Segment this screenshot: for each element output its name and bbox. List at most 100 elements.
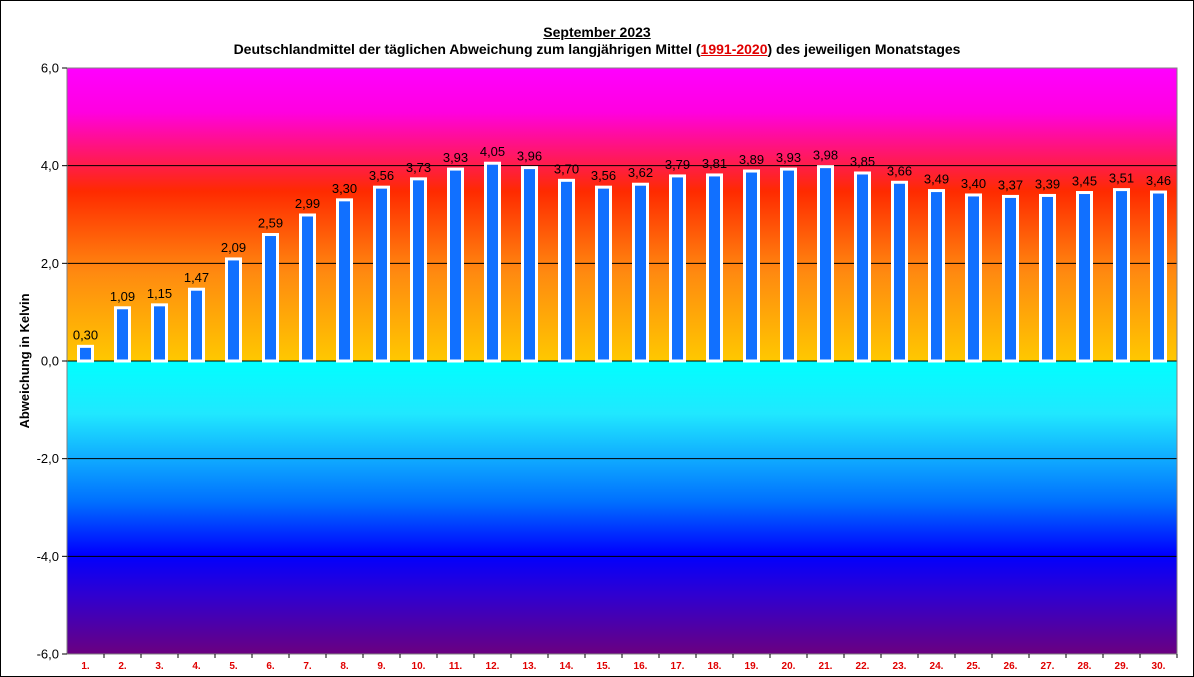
bar	[965, 193, 982, 363]
x-tick-label: 30.	[1152, 661, 1166, 672]
x-tick-label: 25.	[967, 661, 981, 672]
bar	[299, 213, 316, 363]
bar	[854, 171, 871, 363]
x-tick-label: 1.	[81, 661, 90, 672]
bar	[114, 306, 131, 363]
x-tick-label: 20.	[782, 661, 796, 672]
data-label: 0,30	[73, 327, 98, 342]
chart-subtitle: Deutschlandmittel der täglichen Abweichu…	[0, 41, 1194, 58]
data-label: 1,15	[147, 286, 172, 301]
data-label: 1,47	[184, 270, 209, 285]
bar	[1150, 190, 1167, 363]
x-tick-label: 2.	[118, 661, 127, 672]
x-tick-label: 16.	[634, 661, 648, 672]
data-label: 3,51	[1109, 171, 1134, 186]
bar	[225, 257, 242, 363]
x-tick-label: 27.	[1041, 661, 1055, 672]
x-tick-label: 28.	[1078, 661, 1092, 672]
bar	[780, 167, 797, 363]
bar	[410, 177, 427, 363]
chart-title-block: September 2023 Deutschlandmittel der täg…	[0, 24, 1194, 58]
data-label: 3,96	[517, 149, 542, 164]
bar	[1076, 191, 1093, 363]
x-tick-label: 21.	[819, 661, 833, 672]
chart-subtitle-text: Deutschlandmittel der täglichen Abweichu…	[233, 41, 701, 57]
bar	[669, 174, 686, 363]
bar	[1002, 194, 1019, 363]
y-tick-label: -2,0	[37, 451, 59, 466]
y-tick-label: -6,0	[37, 647, 59, 662]
x-tick-label: 14.	[560, 661, 574, 672]
data-label: 3,89	[739, 152, 764, 167]
data-label: 3,49	[924, 172, 949, 187]
y-tick-label: 2,0	[41, 256, 59, 271]
data-label: 3,93	[443, 150, 468, 165]
x-tick-label: 6.	[266, 661, 275, 672]
x-tick-label: 7.	[303, 661, 312, 672]
x-tick-label: 9.	[377, 661, 386, 672]
data-label: 2,99	[295, 196, 320, 211]
data-label: 3,98	[813, 148, 838, 163]
x-tick-label: 11.	[449, 661, 463, 672]
data-label: 3,37	[998, 177, 1023, 192]
bar	[151, 303, 168, 363]
value-labels: 0,30 1,09 1,15 1,47 2,09 2,59 2,99 3,30 3,56 3,73…	[73, 144, 1171, 342]
data-label: 4,05	[480, 144, 505, 159]
data-label: 3,79	[665, 157, 690, 172]
data-label: 3,70	[554, 161, 579, 176]
bar	[928, 189, 945, 363]
bar	[891, 180, 908, 363]
data-label: 2,59	[258, 216, 283, 231]
gridlines	[67, 165, 1177, 557]
data-label: 3,45	[1072, 174, 1097, 189]
x-tick-label: 15.	[597, 661, 611, 672]
x-tick-label: 13.	[523, 661, 537, 672]
y-tick-label: 4,0	[41, 158, 59, 173]
data-label: 3,46	[1146, 173, 1171, 188]
data-label: 3,85	[850, 154, 875, 169]
x-tick-label: 26.	[1004, 661, 1018, 672]
bar	[817, 165, 834, 363]
data-label: 3,73	[406, 160, 431, 175]
bar	[632, 182, 649, 363]
x-axis: 1. 2. 3. 4. 5. 6. 7. 8. 9. 10. 11. 12. 13. 14. 15. 16. 1…	[81, 654, 1178, 672]
data-label: 2,09	[221, 240, 246, 255]
bar-series	[77, 161, 1167, 363]
y-axis: 6,0 4,0 2,0 0,0 -2,0 -4,0 -6,0	[37, 61, 67, 662]
plot-background-negative	[67, 361, 1177, 654]
x-tick-label: 17.	[671, 661, 685, 672]
x-tick-label: 12.	[486, 661, 500, 672]
bar	[447, 167, 464, 363]
x-tick-label: 19.	[745, 661, 759, 672]
bar	[706, 173, 723, 363]
bar	[743, 169, 760, 363]
bar	[77, 344, 94, 363]
x-tick-label: 22.	[856, 661, 870, 672]
data-label: 3,81	[702, 156, 727, 171]
chart-subtitle-reference-period: 1991-2020	[700, 41, 768, 57]
bar	[484, 161, 501, 363]
data-label: 3,66	[887, 163, 912, 178]
bar	[595, 185, 612, 363]
chart-title: September 2023	[543, 24, 651, 40]
x-tick-label: 18.	[708, 661, 722, 672]
data-label: 1,09	[110, 289, 135, 304]
data-label: 3,56	[369, 168, 394, 183]
x-tick-label: 10.	[412, 661, 426, 672]
chart-subtitle-text-end: ) des jeweiligen Monatstages	[767, 41, 961, 57]
y-tick-label: 6,0	[41, 61, 59, 76]
data-label: 3,62	[628, 165, 653, 180]
x-tick-label: 23.	[893, 661, 907, 672]
y-tick-label: 0,0	[41, 354, 59, 369]
x-tick-label: 24.	[930, 661, 944, 672]
bar	[1039, 193, 1056, 363]
bar	[262, 233, 279, 363]
data-label: 3,30	[332, 181, 357, 196]
bar	[373, 185, 390, 363]
x-tick-label: 5.	[229, 661, 238, 672]
bar	[558, 178, 575, 363]
plot-background-positive	[67, 68, 1177, 361]
y-tick-label: -4,0	[37, 549, 59, 564]
y-axis-label: Abweichung in Kelvin	[17, 293, 32, 428]
